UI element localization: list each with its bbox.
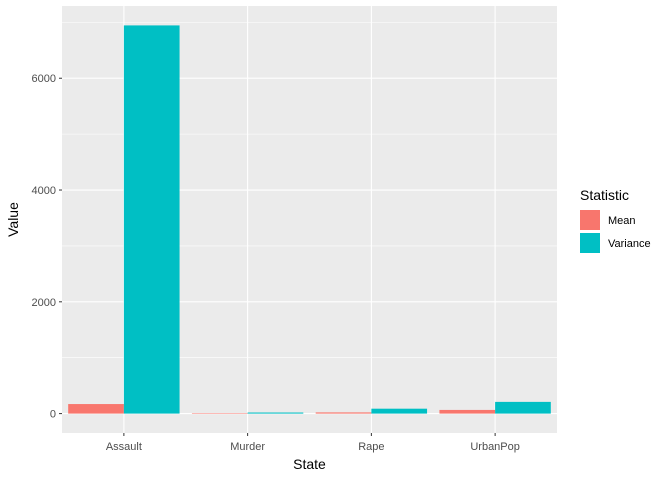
bars <box>68 25 551 414</box>
x-tick-label: Assault <box>106 441 142 453</box>
bar-mean-rape <box>315 412 372 414</box>
y-tick-label: 0 <box>50 409 56 421</box>
y-tick-label: 4000 <box>32 185 56 197</box>
bar-variance-urbanpop <box>495 401 551 414</box>
y-tick-label: 6000 <box>32 73 56 85</box>
legend-label-mean: Mean <box>608 215 636 227</box>
y-tick-label: 2000 <box>32 297 56 309</box>
x-tick-label: UrbanPop <box>470 441 520 453</box>
bar-variance-assault <box>123 25 180 414</box>
x-axis: Assault Murder Rape UrbanPop <box>106 433 520 453</box>
y-axis: 0 2000 4000 6000 <box>32 73 62 421</box>
x-tick-label: Murder <box>230 441 265 453</box>
legend-key-variance <box>580 233 600 253</box>
bar-variance-murder <box>247 412 304 414</box>
y-axis-title: Value <box>5 202 21 237</box>
bar-variance-rape <box>371 408 428 414</box>
x-tick-label: Rape <box>358 441 384 453</box>
bar-mean-murder <box>191 413 248 414</box>
legend-key-mean <box>580 210 600 230</box>
legend-label-variance: Variance <box>608 238 651 250</box>
legend-items: Mean Variance <box>580 210 651 253</box>
legend: Statistic Mean Variance <box>580 187 651 253</box>
bar-mean-urbanpop <box>439 409 496 414</box>
x-axis-title: State <box>293 456 326 472</box>
bar-mean-assault <box>68 404 124 414</box>
legend-title: Statistic <box>580 187 629 203</box>
